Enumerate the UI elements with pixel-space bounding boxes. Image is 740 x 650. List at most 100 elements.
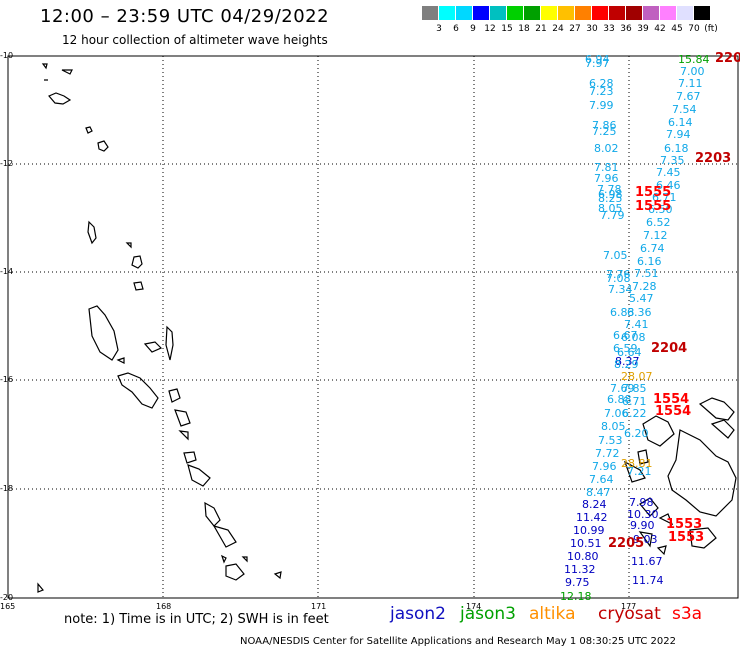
latitude-label: -18	[0, 484, 14, 493]
color-scale-label: 3	[436, 24, 442, 34]
coastline	[656, 545, 667, 556]
wave-height-value: 8.29	[614, 358, 639, 371]
coastline	[133, 281, 144, 291]
color-scale-label: 21	[535, 24, 547, 34]
map-frame	[7, 55, 739, 599]
wave-height-value: 7.69	[610, 382, 635, 395]
coastline	[710, 419, 735, 439]
wave-height-value: 7.41	[624, 318, 649, 331]
wave-height-value: 8.37	[615, 355, 640, 368]
wave-height-value: 6.22	[622, 407, 647, 420]
coastline	[37, 582, 44, 593]
latitude-label: -10	[0, 51, 14, 60]
wave-height-value: 7.76	[606, 268, 631, 281]
wave-height-value: 6.46	[656, 179, 681, 192]
coastline	[116, 357, 125, 364]
coastline	[48, 92, 72, 105]
wave-height-value: 8.05	[601, 420, 626, 433]
wave-height-value: 7.34	[608, 283, 633, 296]
coastline	[698, 397, 735, 421]
longitude-label: 171	[311, 602, 327, 611]
color-scale-label: 70	[688, 24, 700, 34]
wave-height-value: 6.52	[646, 216, 671, 229]
wave-height-value: 11.67	[631, 555, 663, 568]
wave-height-value: 6.28	[589, 77, 614, 90]
wave-height-value: 28.07	[621, 370, 653, 383]
coastline	[88, 305, 119, 361]
wave-height-value: 7.12	[643, 229, 668, 242]
wave-height-value: 5.47	[629, 292, 654, 305]
wave-height-value: 7.06	[604, 407, 629, 420]
latitude-label: -14	[0, 267, 14, 276]
latitude-label: -20	[0, 593, 14, 602]
latitude-label: -12	[0, 159, 14, 168]
color-scale-label: 42	[654, 24, 666, 34]
wave-height-value: 7.85	[622, 382, 647, 395]
wave-height-value: 7.86	[592, 119, 617, 132]
wave-height-value: 6.16	[637, 255, 662, 268]
wave-height-value: 7.64	[589, 473, 614, 486]
coastline	[178, 430, 189, 441]
wave-height-value: 8.25	[598, 192, 623, 205]
wave-height-value: 6.36	[627, 306, 652, 319]
wave-height-value: 8.02	[594, 142, 619, 155]
coastline	[183, 451, 197, 464]
wave-height-value: 6.08	[621, 331, 646, 344]
longitude-label: 177	[621, 602, 637, 611]
coastline	[187, 464, 211, 487]
color-swatch	[677, 6, 694, 20]
wave-height-value: 7.08	[606, 272, 631, 285]
pass-time-label: 2203	[695, 151, 732, 166]
color-scale-label: 15	[501, 24, 513, 34]
wave-height-value: 7.45	[656, 166, 681, 179]
wave-height-value: 7.98	[629, 496, 654, 509]
wave-height-value: 7.94	[666, 128, 691, 141]
wave-height-value: 7.28	[632, 280, 657, 293]
coastline	[642, 415, 675, 447]
color-scale-label: 6	[453, 24, 459, 34]
coastline	[623, 460, 646, 483]
coastline	[638, 531, 653, 548]
wave-height-value: 6.94	[585, 53, 610, 66]
wave-height-value: 8.05	[598, 202, 623, 215]
wave-height-value: 7.00	[680, 65, 705, 78]
coastline	[241, 556, 248, 563]
chart-subtitle: 12 hour collection of altimeter wave hei…	[62, 33, 328, 47]
color-swatch	[490, 6, 507, 20]
color-swatch	[439, 6, 456, 20]
wave-height-value: 7.54	[672, 103, 697, 116]
legend-altika: altika	[529, 604, 576, 624]
chart-title: 12:00 – 23:59 UTC 04/29/2022	[40, 6, 330, 27]
wave-height-value: 7.96	[594, 172, 619, 185]
wave-height-value: 7.25	[592, 125, 617, 138]
wave-height-value: 7.79	[600, 209, 625, 222]
wave-height-value: 7.78	[597, 183, 622, 196]
coastline	[85, 126, 93, 134]
color-swatch	[507, 6, 524, 20]
pass-time-label: 1553	[666, 517, 703, 532]
coastline	[61, 69, 73, 75]
color-swatch	[609, 6, 626, 20]
longitude-label: 165	[0, 602, 16, 611]
wave-height-value: 11.32	[564, 563, 596, 576]
wave-height-value: 8.47	[586, 486, 611, 499]
coastline	[168, 388, 181, 403]
coastline	[117, 372, 159, 409]
coastline	[667, 429, 737, 517]
coastline	[689, 527, 717, 549]
wave-height-value: 7.51	[634, 267, 659, 280]
color-swatch	[694, 6, 711, 20]
color-scale-label: 30	[586, 24, 598, 34]
coastline	[220, 554, 227, 564]
wave-height-value: 9.03	[633, 533, 658, 546]
color-swatch	[422, 6, 439, 20]
pass-time-label: 1554	[655, 404, 692, 419]
color-scale-label: 33	[603, 24, 615, 34]
coastline	[225, 563, 245, 581]
wave-height-value: 6.50	[648, 203, 673, 216]
color-scale-label: 12	[484, 24, 496, 34]
color-swatch	[660, 6, 677, 20]
wave-height-value: 6.88	[607, 393, 632, 406]
color-scale-label: 18	[518, 24, 530, 34]
